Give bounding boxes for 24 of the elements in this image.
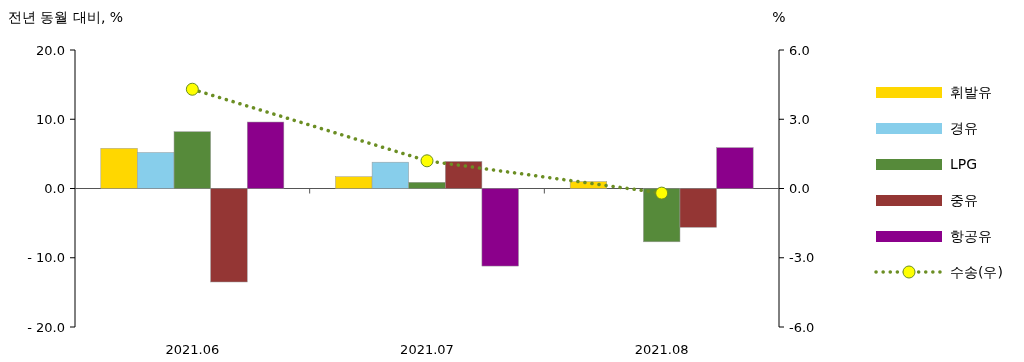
legend-label: 중유 [950,191,978,208]
y2-tick-label: 6.0 [789,42,810,58]
x-tick-label: 2021.06 [165,342,220,357]
y-tick-label: 0.0 [44,181,65,197]
y2-tick-label: 0.0 [789,181,810,197]
y2-tick-label: -6.0 [789,319,815,335]
legend-label: LPG [950,155,978,172]
x-tick-label: 2021.08 [634,342,689,357]
y2-tick-label: 3.0 [789,111,810,127]
x-tick-label: 2021.07 [400,342,454,357]
y2-axis-title: % [772,9,786,25]
y-tick-label: - 20.0 [27,319,65,335]
legend-label: 수송(우) [950,263,1003,280]
y-tick-label: 10.0 [36,111,65,127]
y-tick-label: - 10.0 [27,250,65,266]
y2-tick-label: -3.0 [789,250,815,266]
legend-label: 경유 [950,119,978,136]
y-axis-title: 전년 동월 대비, % [8,9,124,25]
point [655,186,669,200]
point [185,82,199,96]
legend-label: 휘발유 [950,83,992,100]
y-tick-label: 20.0 [36,42,65,58]
point [420,154,434,168]
legend-label: 항공유 [950,227,992,244]
